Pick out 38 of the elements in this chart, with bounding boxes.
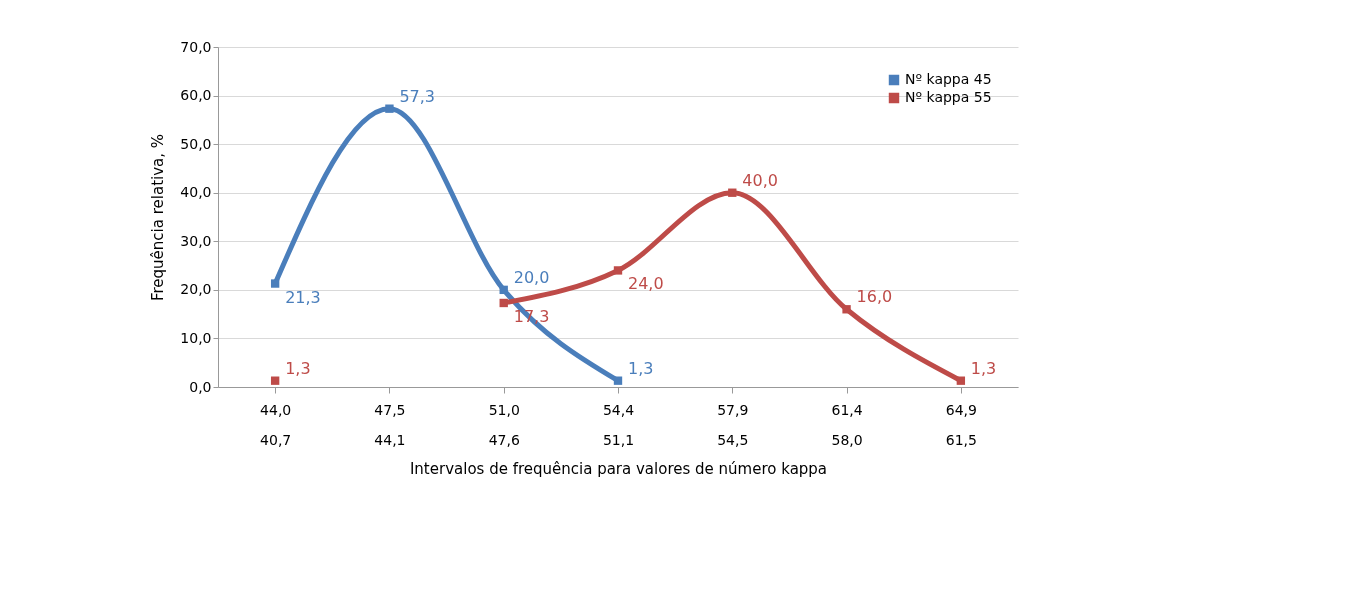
y-tick-label: 30,0 <box>180 232 212 249</box>
legend-label: Nº kappa 45 <box>905 71 992 87</box>
point <box>270 376 280 385</box>
x-tick-label: 44,0 40,7 <box>260 401 292 448</box>
data-label: 1,3 <box>285 358 311 378</box>
y-axis-title: Frequência relativa, % <box>149 133 168 302</box>
x-tick-label: 57,9 54,5 <box>717 401 749 448</box>
point <box>499 298 508 308</box>
x-tick-label: 61,4 58,0 <box>831 401 863 448</box>
data-label: 57,3 <box>399 86 436 106</box>
point <box>613 376 623 385</box>
legend-label: Nº kappa 55 <box>905 89 992 105</box>
data-label: 16,0 <box>856 287 893 307</box>
data-label: 40,0 <box>742 170 778 190</box>
y-tick-label: 10,0 <box>180 329 212 346</box>
x-tick-label: 47,5 44,1 <box>374 401 406 448</box>
x-tick-label: 64,9 61,5 <box>945 401 977 448</box>
y-tick-label: 70,0 <box>180 38 212 55</box>
data-label: 20,0 <box>513 267 550 287</box>
point <box>499 285 508 295</box>
data-label: 24,0 <box>628 274 664 294</box>
data-label: 1,3 <box>628 358 654 378</box>
data-label: 21,3 <box>285 287 321 307</box>
point <box>728 188 737 197</box>
y-tick-label: 20,0 <box>180 281 212 298</box>
x-axis-title: Intervalos de frequência para valores de número kappa <box>409 459 828 478</box>
y-tick-label: 40,0 <box>180 184 212 201</box>
x-tick-label: 51,0 47,6 <box>488 401 520 448</box>
point <box>385 104 394 113</box>
point <box>956 376 966 385</box>
y-tick-label: 0,0 <box>189 378 212 395</box>
data-label: 1,3 <box>970 358 997 378</box>
point <box>270 279 280 288</box>
point <box>842 305 851 314</box>
y-tick-label: 50,0 <box>180 135 212 152</box>
point <box>613 266 623 275</box>
y-tick-label: 60,0 <box>180 87 212 104</box>
x-tick-label: 54,4 51,1 <box>602 401 635 448</box>
